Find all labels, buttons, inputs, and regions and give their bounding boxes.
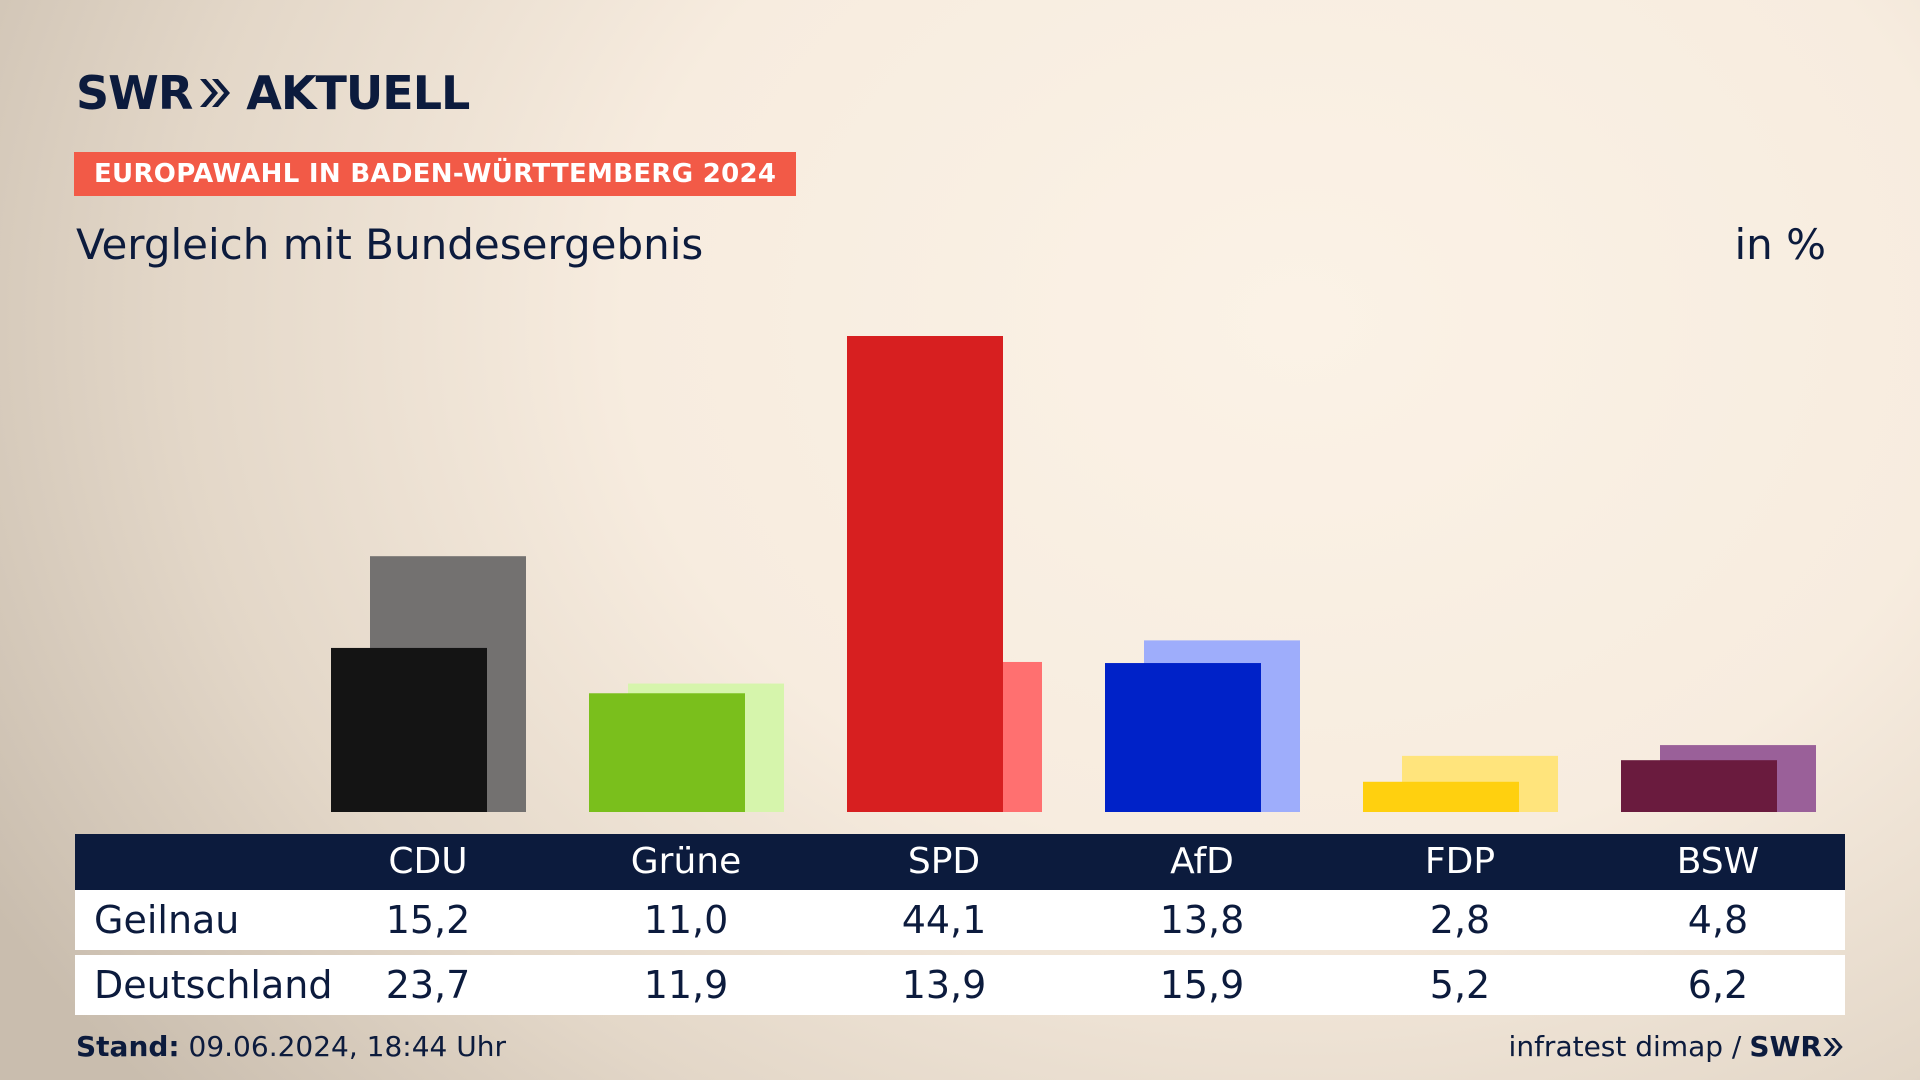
value-deutschland-bsw: 6,2 <box>1687 963 1749 1007</box>
table-header: CDU Grüne SPD AfD FDP BSW <box>75 834 1845 890</box>
value-deutschland-spd: 13,9 <box>901 963 987 1007</box>
category-label-grne: Grüne <box>630 841 742 882</box>
value-geilnau-bsw: 4,8 <box>1687 898 1749 942</box>
bar-geilnau-bsw <box>1621 760 1777 812</box>
value-deutschland-cdu: 23,7 <box>385 963 471 1007</box>
double-chevron-icon <box>200 79 231 107</box>
timestamp: Stand: 09.06.2024, 18:44 Uhr <box>76 1030 506 1063</box>
value-deutschland-grne: 11,9 <box>643 963 729 1007</box>
swr-aktuell-logo: SWR AKTUELL <box>76 66 470 120</box>
chart-title: Vergleich mit Bundesergebnis <box>76 220 704 269</box>
source-text: infratest dimap / <box>1508 1030 1742 1063</box>
bar-geilnau-cdu <box>331 647 487 812</box>
value-geilnau-cdu: 15,2 <box>385 898 471 942</box>
source-credit: infratest dimap / SWR <box>1509 1030 1844 1063</box>
category-label-cdu: CDU <box>388 841 468 882</box>
double-chevron-icon <box>1823 1037 1843 1056</box>
bar-geilnau-grne <box>589 693 745 812</box>
category-label-fdp: FDP <box>1424 841 1496 882</box>
swr-small-logo: SWR <box>1749 1030 1844 1063</box>
logo-aktuell-text: AKTUELL <box>246 66 470 120</box>
value-deutschland-fdp: 5,2 <box>1429 963 1491 1007</box>
table-row-geilnau: Geilnau 15,2 11,0 44,1 13,8 2,8 4,8 <box>75 890 1845 950</box>
row-label: Geilnau <box>94 898 240 942</box>
unit-label: in % <box>1734 220 1826 269</box>
category-label-afd: AfD <box>1170 841 1234 882</box>
value-geilnau-spd: 44,1 <box>901 898 987 942</box>
category-label-bsw: BSW <box>1676 841 1760 882</box>
stand-label: Stand: <box>76 1030 180 1063</box>
stand-value: 09.06.2024, 18:44 Uhr <box>188 1030 506 1063</box>
bar-geilnau-fdp <box>1363 781 1519 812</box>
value-deutschland-afd: 15,9 <box>1159 963 1245 1007</box>
results-table: CDU Grüne SPD AfD FDP BSW Geilnau 15,2 11,0 44,… <box>75 834 1845 1015</box>
logo-swr-text: SWR <box>76 66 193 120</box>
category-label-spd: SPD <box>907 841 981 882</box>
election-badge: EUROPAWAHL IN BADEN-WÜRTTEMBERG 2024 <box>74 152 797 196</box>
bar-chart <box>331 336 1816 812</box>
value-geilnau-fdp: 2,8 <box>1429 898 1491 942</box>
bar-geilnau-spd <box>847 336 1003 812</box>
value-geilnau-grne: 11,0 <box>643 898 729 942</box>
swr-small-text: SWR <box>1749 1030 1822 1063</box>
bar-geilnau-afd <box>1105 663 1261 812</box>
table-row-deutschland: Deutschland 23,7 11,9 13,9 15,9 5,2 6,2 <box>75 955 1845 1015</box>
value-geilnau-afd: 13,8 <box>1159 898 1245 942</box>
row-label: Deutschland <box>94 963 333 1007</box>
